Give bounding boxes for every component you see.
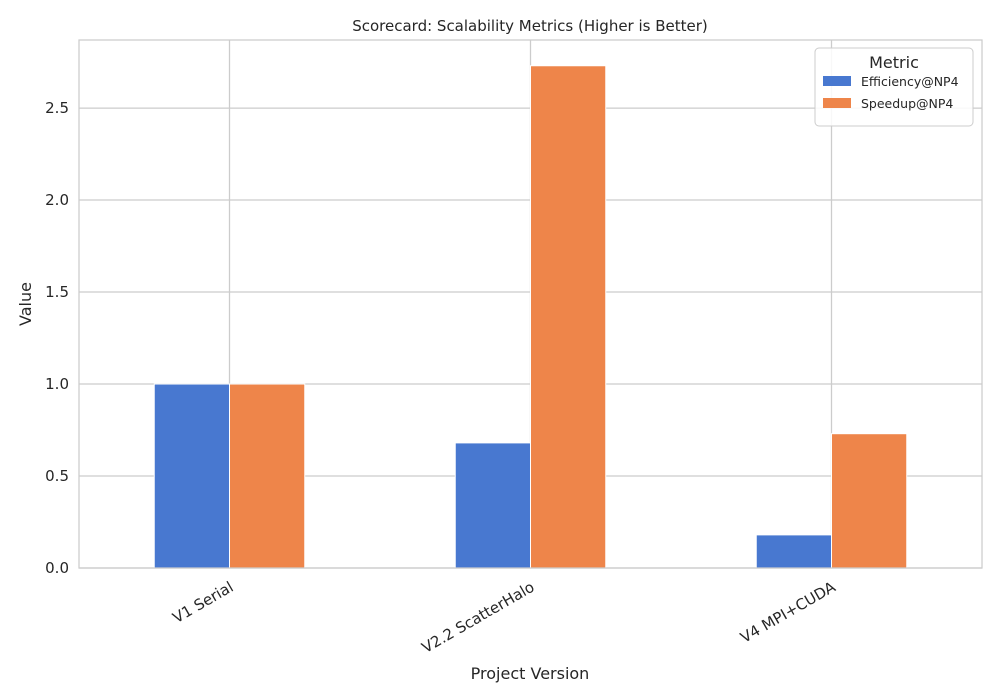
legend-label: Efficiency@NP4 — [861, 74, 959, 89]
legend-box — [814, 47, 974, 127]
bar — [229, 383, 306, 569]
chart-title: Scorecard: Scalability Metrics (Higher i… — [352, 17, 708, 35]
y-tick-label: 0.5 — [45, 467, 69, 485]
legend-title: Metric — [869, 53, 919, 72]
bar — [530, 65, 607, 569]
legend-label: Speedup@NP4 — [861, 96, 953, 111]
legend-swatch — [823, 98, 851, 108]
bar — [153, 383, 230, 569]
x-tick-label: V4 MPI+CUDA — [737, 578, 839, 647]
y-tick-labels: 0.0 0.5 1.0 1.5 2.0 2.5 — [45, 99, 69, 577]
y-tick-label: 0.0 — [45, 559, 69, 577]
bar — [755, 534, 832, 569]
x-tick-label: V2.2 ScatterHalo — [419, 578, 538, 657]
bar — [454, 442, 531, 569]
x-axis-label: Project Version — [471, 664, 590, 683]
y-tick-label: 2.5 — [45, 99, 69, 117]
y-tick-label: 2.0 — [45, 191, 69, 209]
bar-layer — [153, 65, 908, 569]
x-tick-labels: V1 Serial V2.2 ScatterHalo V4 MPI+CUDA — [169, 578, 839, 657]
y-tick-label: 1.0 — [45, 375, 69, 393]
legend: Metric Efficiency@NP4 Speedup@NP4 — [814, 47, 974, 127]
bar — [831, 433, 908, 569]
plot-frame — [78, 39, 983, 569]
legend-swatch — [823, 76, 851, 86]
x-tick-label: V1 Serial — [169, 578, 236, 627]
y-tick-label: 1.5 — [45, 283, 69, 301]
y-axis-label: Value — [16, 282, 35, 326]
